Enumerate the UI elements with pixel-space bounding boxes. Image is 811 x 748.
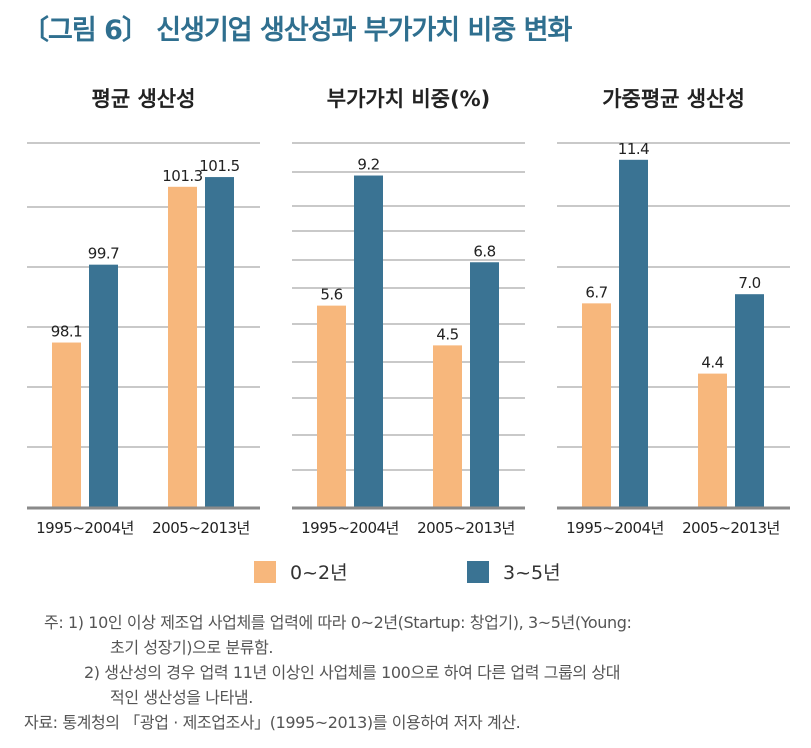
- notes: 주: 1) 10인 이상 제조업 사업체를 업력에 따라 0~2년(Startu…: [24, 610, 804, 735]
- legend-swatch-0-2: [254, 560, 276, 583]
- x-tick-label: 1995~2004년: [301, 519, 399, 537]
- note-1-line-2: 초기 성장기)으로 분류함.: [110, 638, 274, 657]
- legend: 0~2년 3~5년: [0, 558, 811, 584]
- figure-title: 〔그림 6〕 신생기업 생산성과 부가가치 비중 변화: [22, 15, 572, 46]
- x-tick-label: 2005~2013년: [152, 519, 250, 537]
- x-tick-label: 2005~2013년: [682, 519, 780, 537]
- notes-prefix: 주:: [44, 613, 64, 632]
- legend-label-0-2: 0~2년: [290, 562, 348, 584]
- bar-young-1: [89, 264, 118, 508]
- source-note: 자료: 통계청의 「광업 · 제조업조사」(1995~2013)를 이용하여 저…: [24, 713, 521, 732]
- note-1-text: 1) 10인 이상 제조업 사업체를 업력에 따라 0~2년(Startup: …: [68, 613, 632, 632]
- value-label: 6.8: [473, 242, 495, 260]
- bar-young-2: [735, 294, 764, 508]
- value-label: 101.5: [199, 157, 239, 175]
- x-tick-label: 1995~2004년: [566, 519, 664, 537]
- bar-young-1: [619, 159, 648, 508]
- x-tick-label: 2005~2013년: [417, 519, 515, 537]
- bar-young-2: [205, 177, 234, 509]
- legend-swatch-3-5: [467, 560, 489, 583]
- value-label: 5.6: [320, 286, 342, 304]
- panel-title-3: 가중평균 생산성: [602, 87, 745, 111]
- bar-startup-1: [582, 303, 611, 508]
- bar-startup-2: [168, 186, 197, 509]
- value-label: 6.7: [585, 283, 607, 301]
- bar-startup-2: [433, 345, 462, 508]
- note-2-line-2: 적인 생산성을 나타냄.: [110, 688, 253, 707]
- bar-young-2: [470, 262, 499, 508]
- x-tick-label: 1995~2004년: [36, 519, 134, 537]
- note-2-line-1: 2) 생산성의 경우 업력 11년 이상인 사업체를 100으로 하여 다른 업…: [84, 663, 621, 682]
- bar-startup-1: [317, 305, 346, 508]
- value-label: 9.2: [357, 156, 379, 174]
- bar-startup-2: [698, 373, 727, 508]
- value-label: 11.4: [618, 140, 649, 158]
- legend-label-3-5: 3~5년: [503, 562, 561, 584]
- legend-item-3-5: 3~5년: [467, 558, 561, 585]
- value-label: 98.1: [51, 323, 82, 341]
- panel-title-1: 평균 생산성: [92, 87, 196, 111]
- panel-title-2: 부가가치 비중(%): [327, 87, 490, 111]
- bar-young-1: [354, 175, 383, 508]
- value-label: 99.7: [88, 245, 119, 263]
- value-label: 101.3: [162, 167, 202, 185]
- value-label: 7.0: [738, 274, 760, 292]
- note-1-line-1: 주: 1) 10인 이상 제조업 사업체를 업력에 따라 0~2년(Startu…: [24, 610, 804, 635]
- value-label: 4.4: [701, 354, 723, 372]
- bar-startup-1: [52, 342, 81, 508]
- value-label: 4.5: [436, 325, 458, 343]
- legend-item-0-2: 0~2년: [254, 558, 348, 585]
